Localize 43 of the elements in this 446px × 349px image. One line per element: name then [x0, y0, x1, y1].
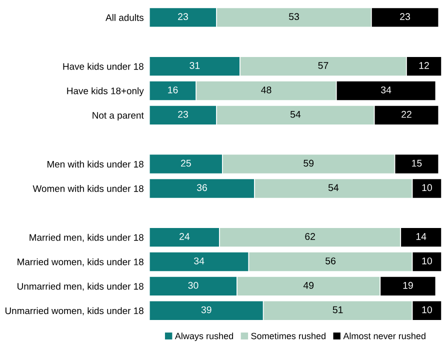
y-tick-label: Men with kids under 18	[48, 160, 144, 168]
data-label: 59	[304, 160, 314, 167]
data-label: 10	[422, 184, 432, 192]
data-label: 23	[178, 110, 188, 118]
data-label: 56	[326, 257, 336, 264]
data-label: 25	[181, 160, 191, 167]
data-label: 53	[288, 13, 299, 20]
data-label: 51	[332, 306, 343, 314]
y-tick-label: Unmarried men, kids under 18	[18, 282, 144, 291]
data-label: 12	[419, 62, 429, 69]
data-label: 34	[381, 86, 392, 94]
y-tick-label: Married men, kids under 18	[30, 234, 144, 242]
data-label: 16	[168, 86, 178, 94]
data-label: 62	[305, 233, 315, 240]
y-tick-label: Married women, kids under 18	[18, 258, 144, 266]
data-label: 31	[190, 62, 200, 69]
y-tick-label: Have kids under 18	[63, 62, 144, 70]
data-label: 14	[416, 233, 426, 240]
legend-label: Almost never rushed	[343, 332, 426, 340]
data-label: 23	[400, 13, 410, 20]
data-label: 39	[201, 306, 212, 314]
data-label: 24	[180, 233, 190, 240]
data-label: 10	[422, 306, 432, 314]
y-tick-label: Have kids 18+only	[67, 87, 144, 96]
data-label: 30	[188, 282, 198, 289]
data-label: 22	[402, 110, 412, 118]
data-label: 15	[412, 160, 422, 167]
data-label: 34	[194, 257, 204, 264]
legend-label: Always rushed	[174, 332, 234, 341]
data-label: 54	[328, 184, 339, 192]
y-tick-label: All adults	[106, 14, 144, 21]
data-label: 57	[318, 62, 328, 69]
data-label: 10	[422, 257, 432, 264]
data-label: 19	[403, 282, 413, 289]
data-label: 23	[178, 13, 188, 20]
data-label: 36	[196, 184, 207, 192]
y-tick-label: Women with kids under 18	[32, 185, 144, 192]
data-label: 49	[303, 282, 314, 289]
y-tick-label: Not a parent	[92, 112, 144, 121]
data-label: 48	[261, 86, 272, 94]
y-tick-label: Unmarried women, kids under 18	[5, 307, 144, 316]
legend-label: Sometimes rushed	[251, 332, 326, 340]
data-label: 54	[290, 110, 301, 118]
